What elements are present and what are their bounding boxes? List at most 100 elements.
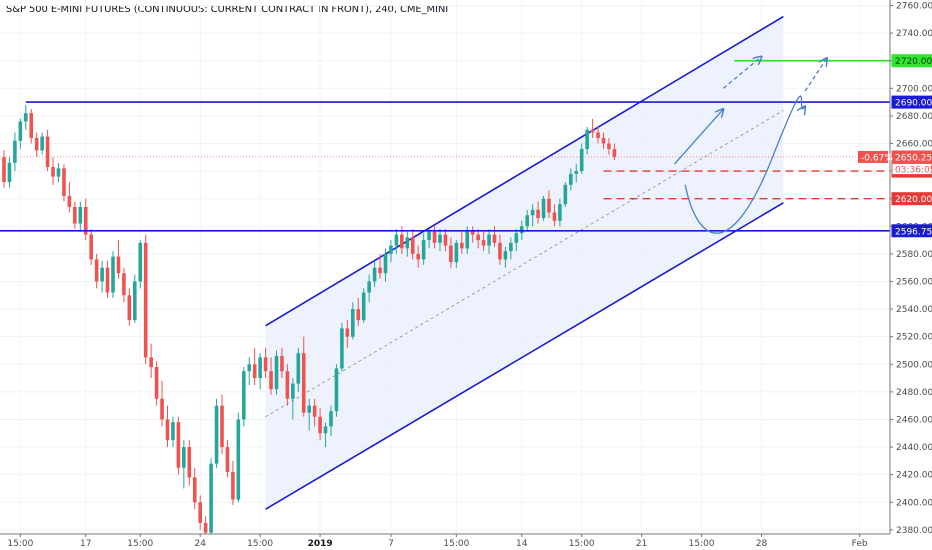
candle-body: [165, 419, 170, 441]
candle-body: [449, 245, 453, 263]
candle-body: [252, 364, 257, 379]
candle-body: [301, 353, 306, 413]
candle-body: [198, 502, 202, 523]
candle-body: [89, 234, 93, 260]
x-tick-label: 15:00: [443, 539, 469, 549]
chart-title: S&P 500 E-MINI FUTURES (CONTINUOUS: CURR…: [6, 4, 449, 15]
candle-body: [552, 212, 557, 221]
candle-body: [56, 168, 61, 177]
candle-body: [394, 234, 399, 246]
candle-body: [519, 226, 524, 234]
channel-mid-line: [265, 110, 784, 418]
candle-body: [405, 237, 410, 249]
level-price-tag-bg: [891, 224, 932, 238]
x-tick-label: 15:00: [569, 539, 595, 549]
candle-body: [318, 416, 322, 434]
candle-body: [274, 356, 279, 390]
y-tick-label: 2520.00: [896, 333, 932, 343]
projection-arrows: [673, 57, 827, 234]
candle-body: [443, 234, 448, 246]
channel-lower-line: [265, 202, 784, 510]
candle-body: [601, 137, 606, 144]
candle-body: [149, 357, 153, 368]
candle-body: [225, 447, 230, 472]
y-tick-label: 2400.00: [896, 498, 932, 508]
candle-body: [481, 240, 486, 246]
change-badge: -0.67%: [861, 153, 893, 163]
y-tick-label: 2660.00: [896, 140, 932, 150]
levels: [0, 59, 890, 232]
x-tick-label: 7: [388, 539, 394, 549]
countdown-label: 03:36:05: [895, 165, 932, 175]
candle-body: [111, 256, 115, 293]
candle-body: [143, 242, 148, 358]
x-tick-label: 14: [516, 539, 528, 549]
candle-body: [340, 328, 344, 369]
candle-body: [334, 368, 339, 412]
level-price-tag: 2596.75: [895, 227, 932, 237]
candle-body: [258, 357, 262, 379]
channel-fill: [265, 16, 784, 510]
y-tick-label: 2680.00: [896, 112, 932, 122]
candle-body: [367, 281, 371, 293]
channel: [265, 15, 784, 510]
y-tick-label: 2480.00: [896, 388, 932, 398]
candle-body: [307, 405, 311, 413]
candle-body: [220, 405, 224, 448]
candle-body: [416, 253, 420, 260]
candle-body: [2, 157, 6, 183]
candle-body: [203, 522, 208, 533]
candle-body: [498, 242, 502, 260]
x-tick-label: 21: [636, 539, 647, 549]
candle-body: [487, 234, 491, 246]
y-tick-label: 2700.00: [896, 84, 932, 94]
countdown-bg: [891, 162, 932, 175]
x-axis-panel: [0, 534, 932, 550]
candle-body: [280, 356, 284, 372]
candle-body: [536, 209, 540, 219]
candle-body: [383, 253, 388, 274]
candle-body: [214, 405, 219, 464]
candle-body: [432, 231, 437, 243]
candle-body: [154, 367, 159, 399]
candle-body: [209, 463, 213, 533]
channel-upper-line: [265, 15, 784, 327]
candle-body: [67, 195, 72, 207]
candle-body: [122, 273, 126, 296]
projection-arrow: [722, 57, 761, 89]
candle-body: [269, 371, 273, 390]
x-tick-label: 2019: [308, 539, 333, 549]
x-tick-label: Feb: [852, 539, 868, 549]
y-tick-label: 2540.00: [896, 305, 932, 315]
candle-body: [530, 209, 535, 216]
candle-body: [187, 447, 192, 478]
candle-body: [296, 353, 301, 384]
candle-body: [525, 215, 529, 227]
candle-body: [133, 281, 137, 321]
candle-body: [579, 149, 584, 172]
candle-body: [242, 371, 246, 420]
level-price-tag: 2690.00: [895, 99, 932, 109]
candle-body: [83, 206, 88, 235]
candle-body: [585, 129, 589, 150]
candle-body: [263, 357, 268, 372]
x-tick-label: 15:00: [247, 539, 273, 549]
candle-body: [51, 166, 55, 177]
candle-body: [312, 405, 317, 417]
candle-body: [116, 256, 121, 274]
candle-body: [45, 136, 50, 167]
candle-body: [607, 143, 611, 150]
candle-body: [105, 267, 110, 293]
y-tick-label: 2760.00: [896, 2, 932, 12]
candle-body: [345, 328, 350, 337]
candle-body: [176, 422, 181, 468]
target-price-tag-bg: [891, 54, 932, 68]
candle-body: [323, 426, 328, 434]
candle-body: [182, 447, 186, 468]
x-tick-label: 15:00: [689, 539, 715, 549]
candle-body: [400, 234, 404, 249]
candle-body: [62, 168, 66, 196]
candle-body: [476, 234, 480, 241]
